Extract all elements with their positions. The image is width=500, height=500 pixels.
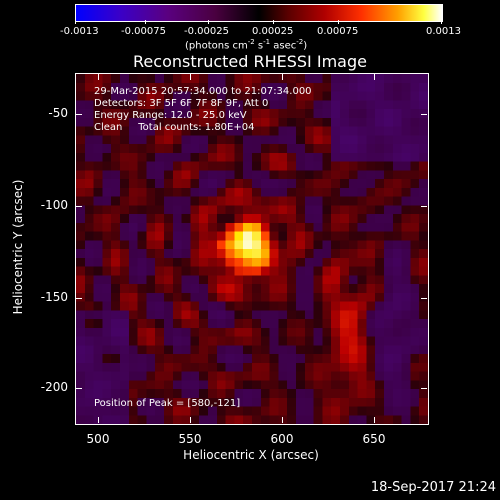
y-tick-label: -200 <box>40 380 68 394</box>
colorbar-tick <box>273 20 274 24</box>
colorbar-tick-label: -0.00075 <box>121 26 166 37</box>
x-tick-top <box>282 74 283 80</box>
y-tick-label: -100 <box>40 198 68 212</box>
colorbar-tick-label: 0.00075 <box>317 26 359 37</box>
image-plot-area: 29-Mar-2015 20:57:34.000 to 21:07:34.000… <box>75 73 429 425</box>
x-tick-top <box>374 74 375 80</box>
flare-image <box>76 74 428 424</box>
y-tick <box>76 298 82 299</box>
y-tick-right <box>421 388 427 389</box>
y-tick-right <box>421 114 427 115</box>
x-tick <box>98 417 99 423</box>
peak-position-label: Position of Peak = [580,-121] <box>94 398 241 409</box>
plot-title: Reconstructed RHESSI Image <box>133 52 367 71</box>
y-axis-title: Heliocentric Y (arcsec) <box>11 179 25 315</box>
x-tick <box>190 417 191 423</box>
x-tick-label: 600 <box>270 432 294 446</box>
colorbar-tick-label: 0.0013 <box>426 26 461 37</box>
x-tick-label: 550 <box>178 432 202 446</box>
y-tick <box>76 206 82 207</box>
x-tick-top <box>190 74 191 80</box>
x-tick-label: 650 <box>362 432 386 446</box>
x-tick-top <box>98 74 99 80</box>
colorbar-tick <box>338 20 339 24</box>
x-tick <box>282 417 283 423</box>
colorbar-tick <box>75 20 76 24</box>
y-tick <box>76 114 82 115</box>
colorbar-units: (photons cm-2 s-1 asec-2) <box>185 38 308 52</box>
colorbar-tick <box>208 20 209 24</box>
info-detectors: Detectors: 3F 5F 6F 7F 8F 9F, Att 0 <box>94 98 269 109</box>
info-energy-range: Energy Range: 12.0 - 25.0 keV <box>94 110 247 121</box>
colorbar-tick-label: 0.00025 <box>252 26 294 37</box>
x-axis-title: Heliocentric X (arcsec) <box>183 448 319 462</box>
y-tick-label: -50 <box>48 106 68 120</box>
colorbar-tick-label: -0.0013 <box>60 26 99 37</box>
timestamp: 18-Sep-2017 21:24 <box>370 480 496 495</box>
y-tick-right <box>421 206 427 207</box>
info-total-counts: Clean Total counts: 1.80E+04 <box>94 122 255 133</box>
y-tick-label: -150 <box>40 290 68 304</box>
x-tick <box>374 417 375 423</box>
x-tick-label: 500 <box>86 432 110 446</box>
colorbar-tick <box>441 20 442 24</box>
y-tick-right <box>421 298 427 299</box>
colorbar-tick-label: -0.00025 <box>184 26 229 37</box>
info-time-range: 29-Mar-2015 20:57:34.000 to 21:07:34.000 <box>94 86 312 97</box>
colorbar-tick <box>145 20 146 24</box>
y-tick <box>76 388 82 389</box>
colorbar <box>75 4 443 22</box>
